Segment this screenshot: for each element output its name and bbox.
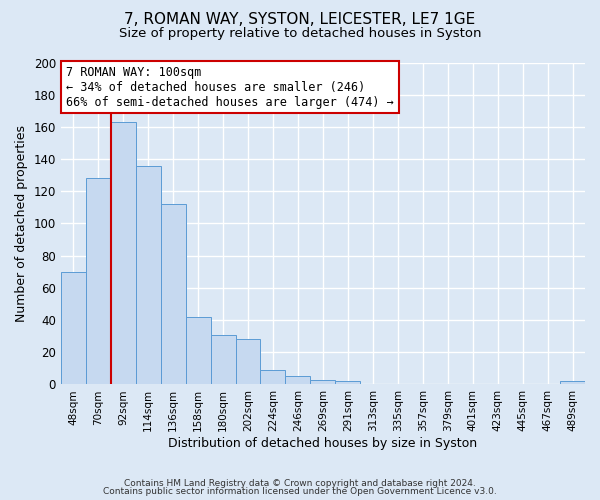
Bar	[111, 122, 136, 384]
X-axis label: Distribution of detached houses by size in Syston: Distribution of detached houses by size …	[169, 437, 478, 450]
Text: 7, ROMAN WAY, SYSTON, LEICESTER, LE7 1GE: 7, ROMAN WAY, SYSTON, LEICESTER, LE7 1GE	[124, 12, 476, 28]
Bar	[310, 380, 335, 384]
Bar	[286, 376, 310, 384]
Bar	[161, 204, 185, 384]
Bar	[260, 370, 286, 384]
Bar	[136, 166, 161, 384]
Bar	[86, 178, 111, 384]
Bar	[335, 381, 361, 384]
Text: Contains HM Land Registry data © Crown copyright and database right 2024.: Contains HM Land Registry data © Crown c…	[124, 478, 476, 488]
Bar	[236, 340, 260, 384]
Text: Size of property relative to detached houses in Syston: Size of property relative to detached ho…	[119, 28, 481, 40]
Y-axis label: Number of detached properties: Number of detached properties	[15, 125, 28, 322]
Text: Contains public sector information licensed under the Open Government Licence v3: Contains public sector information licen…	[103, 487, 497, 496]
Bar	[61, 272, 86, 384]
Text: 7 ROMAN WAY: 100sqm
← 34% of detached houses are smaller (246)
66% of semi-detac: 7 ROMAN WAY: 100sqm ← 34% of detached ho…	[66, 66, 394, 108]
Bar	[560, 381, 585, 384]
Bar	[211, 334, 236, 384]
Bar	[185, 317, 211, 384]
